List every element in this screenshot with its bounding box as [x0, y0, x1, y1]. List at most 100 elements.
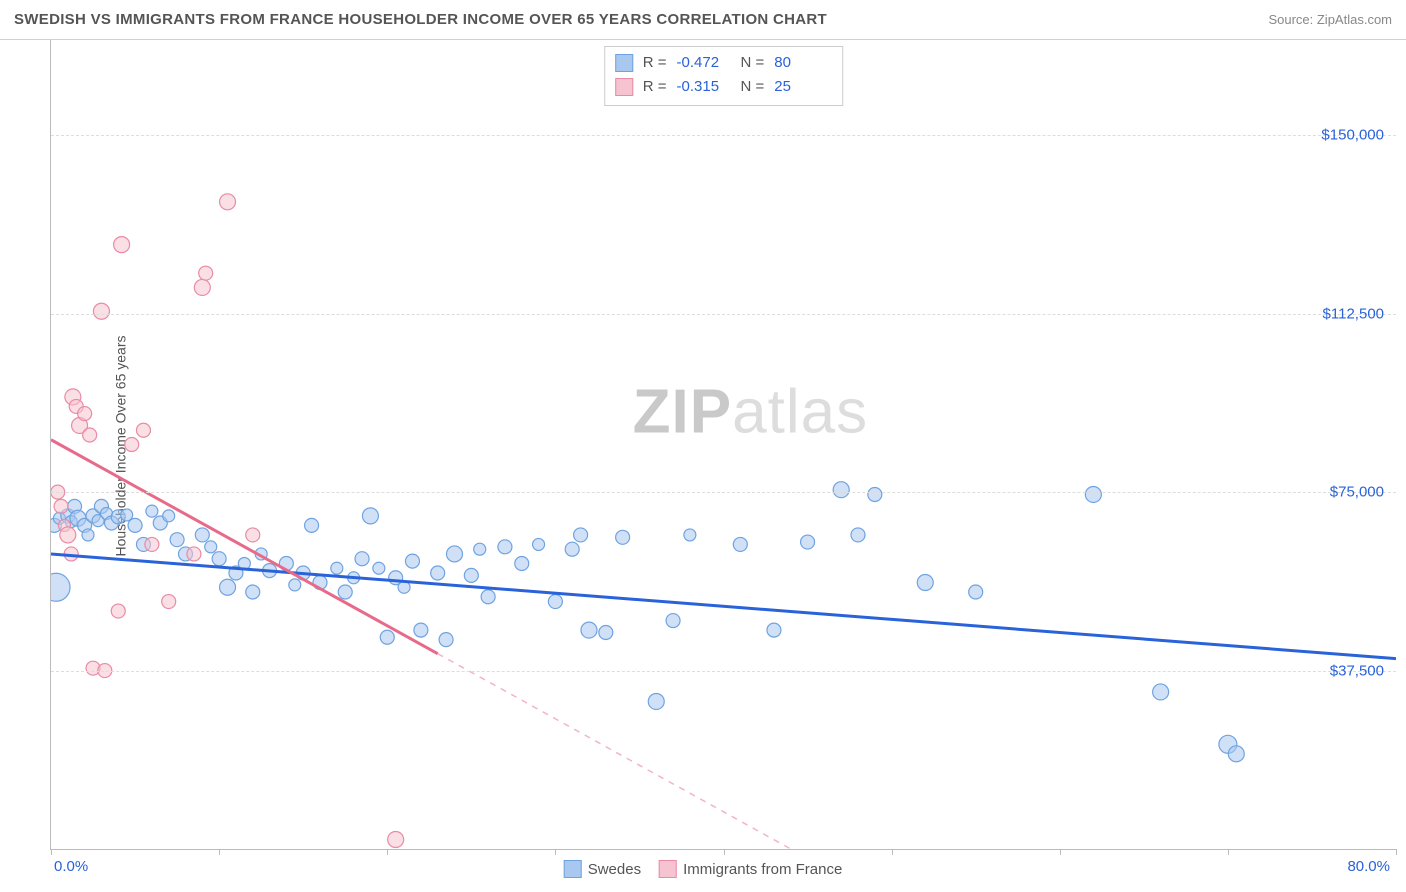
x-tick — [555, 849, 556, 855]
data-point — [498, 540, 512, 554]
trend-line-france — [51, 440, 438, 654]
scatter-svg — [51, 40, 1396, 849]
data-point — [666, 614, 680, 628]
data-point — [1153, 684, 1169, 700]
data-point — [868, 487, 882, 501]
data-point — [289, 579, 301, 591]
data-point — [331, 562, 343, 574]
y-tick-label: $37,500 — [1330, 662, 1384, 679]
gridline-h — [51, 671, 1396, 672]
data-point — [146, 505, 158, 517]
data-point — [431, 566, 445, 580]
data-point — [220, 194, 236, 210]
data-point — [565, 542, 579, 556]
data-point — [599, 625, 613, 639]
data-point — [380, 630, 394, 644]
data-point — [474, 543, 486, 555]
data-point — [616, 530, 630, 544]
data-point — [338, 585, 352, 599]
data-point — [128, 518, 142, 532]
data-point — [801, 535, 815, 549]
data-point — [82, 529, 94, 541]
data-point — [170, 533, 184, 547]
data-point — [199, 266, 213, 280]
data-point — [917, 575, 933, 591]
data-point — [305, 518, 319, 532]
x-tick — [219, 849, 220, 855]
data-point — [851, 528, 865, 542]
stats-row-france: R =-0.315N =25 — [615, 75, 829, 99]
data-point — [574, 528, 588, 542]
data-point — [548, 595, 562, 609]
data-point — [93, 303, 109, 319]
data-point — [969, 585, 983, 599]
data-point — [362, 508, 378, 524]
data-point — [388, 831, 404, 847]
data-point — [447, 546, 463, 562]
stats-r-val: -0.315 — [677, 75, 731, 99]
data-point — [515, 556, 529, 570]
legend-label-france: Immigrants from France — [683, 861, 842, 878]
y-tick-label: $150,000 — [1321, 127, 1384, 144]
stats-n-key: N = — [741, 51, 765, 75]
y-tick-label: $112,500 — [1323, 305, 1384, 322]
x-tick — [892, 849, 893, 855]
data-point — [78, 407, 92, 421]
stats-swatch-swedes — [615, 54, 633, 72]
x-tick — [1396, 849, 1397, 855]
data-point — [684, 529, 696, 541]
stats-swatch-france — [615, 78, 633, 96]
x-tick — [1228, 849, 1229, 855]
data-point — [212, 552, 226, 566]
data-point — [581, 622, 597, 638]
data-point — [648, 693, 664, 709]
series-swedes — [51, 482, 1244, 762]
data-point — [220, 579, 236, 595]
source-label: Source: ZipAtlas.com — [1268, 12, 1392, 27]
data-point — [163, 510, 175, 522]
data-point — [83, 428, 97, 442]
data-point — [187, 547, 201, 561]
trend-line-swedes — [51, 554, 1396, 659]
data-point — [1085, 486, 1101, 502]
legend-swatch-france — [659, 860, 677, 878]
gridline-h — [51, 135, 1396, 136]
stats-r-val: -0.472 — [677, 51, 731, 75]
stats-n-val: 25 — [774, 75, 828, 99]
x-axis-max: 80.0% — [1347, 858, 1390, 875]
x-tick — [51, 849, 52, 855]
trend-line-dashed-france — [438, 654, 791, 849]
data-point — [60, 527, 76, 543]
legend-item-france: Immigrants from France — [659, 860, 842, 878]
x-tick — [724, 849, 725, 855]
stats-legend-box: R =-0.472N =80R =-0.315N =25 — [604, 46, 844, 106]
data-point — [481, 590, 495, 604]
data-point — [733, 537, 747, 551]
data-point — [145, 537, 159, 551]
data-point — [464, 568, 478, 582]
data-point — [205, 541, 217, 553]
data-point — [162, 595, 176, 609]
chart-header: SWEDISH VS IMMIGRANTS FROM FRANCE HOUSEH… — [0, 0, 1406, 40]
data-point — [767, 623, 781, 637]
data-point — [439, 633, 453, 647]
data-point — [246, 585, 260, 599]
data-point — [114, 237, 130, 253]
data-point — [111, 604, 125, 618]
data-point — [1228, 746, 1244, 762]
data-point — [125, 438, 139, 452]
x-axis-min: 0.0% — [54, 858, 88, 875]
gridline-h — [51, 492, 1396, 493]
data-point — [51, 573, 70, 601]
legend-swatch-swedes — [564, 860, 582, 878]
gridline-h — [51, 314, 1396, 315]
data-point — [414, 623, 428, 637]
data-point — [54, 499, 68, 513]
bottom-legend: Swedes Immigrants from France — [564, 860, 843, 878]
data-point — [195, 528, 209, 542]
data-point — [405, 554, 419, 568]
legend-item-swedes: Swedes — [564, 860, 641, 878]
data-point — [533, 538, 545, 550]
chart-title: SWEDISH VS IMMIGRANTS FROM FRANCE HOUSEH… — [14, 11, 827, 28]
legend-label-swedes: Swedes — [588, 861, 641, 878]
